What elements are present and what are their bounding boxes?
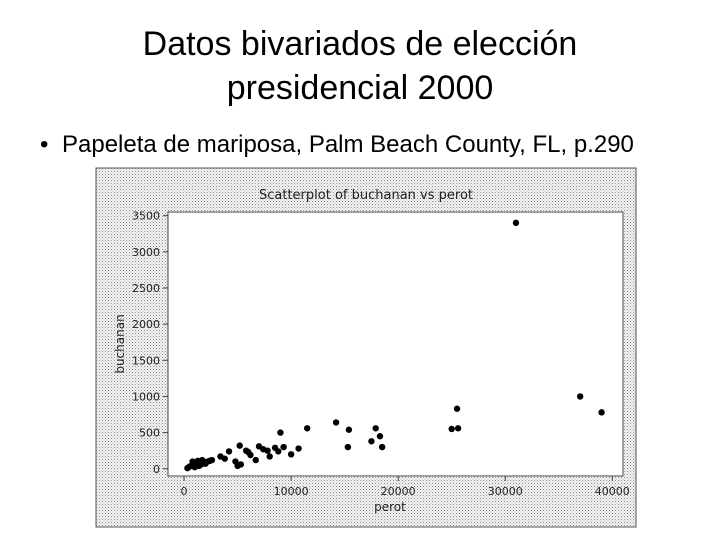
data-point xyxy=(344,443,352,451)
y-axis-label: buchanan xyxy=(113,314,127,373)
data-point xyxy=(368,438,375,445)
data-point xyxy=(221,455,228,462)
data-point xyxy=(372,425,379,432)
data-point xyxy=(280,443,287,451)
data-point xyxy=(295,445,302,452)
y-tick-label: 3500 xyxy=(132,210,160,223)
slide-title: Datos bivariados de elección presidencia… xyxy=(0,22,720,110)
data-point xyxy=(598,409,605,416)
data-point xyxy=(208,456,216,464)
y-tick-label: 500 xyxy=(139,427,160,440)
plot-area xyxy=(167,211,624,477)
data-point xyxy=(454,425,462,432)
data-point xyxy=(345,426,353,433)
y-tick-label: 3000 xyxy=(132,246,160,259)
bullet-text: Papeleta de mariposa, Palm Beach County,… xyxy=(62,131,634,158)
x-tick-label: 20000 xyxy=(381,485,416,498)
data-point xyxy=(303,425,311,432)
x-tick-label: 30000 xyxy=(488,485,523,498)
x-tick-label: 10000 xyxy=(274,485,309,498)
data-point xyxy=(332,419,340,426)
data-point xyxy=(453,405,461,412)
data-point xyxy=(225,448,233,455)
slide-title-line-2: presidencial 2000 xyxy=(226,69,494,107)
y-tick-label: 1000 xyxy=(132,390,160,403)
x-axis-label: perot xyxy=(374,500,406,514)
x-axis-ticks: 0 10000 20000 30000 40000 xyxy=(181,476,630,498)
x-tick-label: 0 xyxy=(181,485,188,498)
data-point xyxy=(252,456,259,464)
chart-title: Scatterplot of buchanan vs perot xyxy=(259,188,473,203)
data-point xyxy=(247,451,254,459)
data-point xyxy=(376,433,384,440)
y-tick-label: 0 xyxy=(153,463,160,476)
y-tick-label: 2500 xyxy=(132,282,160,295)
data-point xyxy=(237,461,244,468)
data-point xyxy=(277,429,284,436)
data-point xyxy=(576,393,584,400)
y-tick-label: 1500 xyxy=(132,354,160,367)
data-point xyxy=(448,425,455,433)
slide-title-line-1: Datos bivariados de elección xyxy=(142,25,578,63)
data-point xyxy=(264,447,271,454)
data-point xyxy=(378,443,386,451)
bullet-point: • Papeleta de mariposa, Palm Beach County… xyxy=(40,131,634,159)
data-point xyxy=(236,442,243,449)
data-point xyxy=(287,451,295,458)
y-axis-ticks: 0 500 1000 1500 2000 2500 3000 3500 xyxy=(132,210,168,476)
data-point xyxy=(275,448,282,455)
data-points xyxy=(184,219,605,472)
y-tick-label: 2000 xyxy=(132,318,160,331)
bullet-dot-icon: • xyxy=(40,131,49,158)
data-point xyxy=(266,453,273,460)
x-tick-label: 40000 xyxy=(595,485,630,498)
data-point xyxy=(512,219,520,227)
